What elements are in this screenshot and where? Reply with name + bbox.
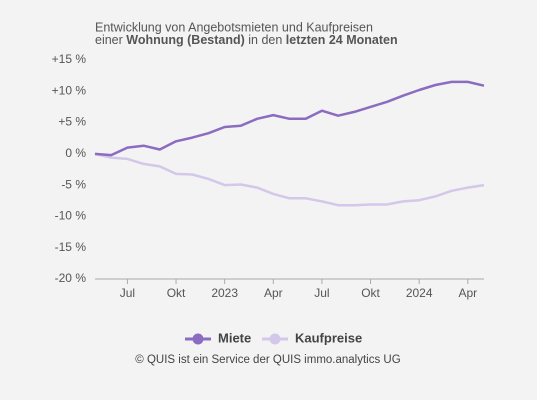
y-tick-label: 0 % [65,146,86,160]
chart-title: Entwicklung von Angebotsmieten und Kaufp… [95,20,373,34]
legend-marker [269,333,281,345]
legend-label: Kaufpreise [295,330,362,345]
line-series [94,80,485,157]
legend-label: Miete [218,330,251,345]
y-tick-label: -20 % [55,271,87,285]
x-tick-label: Jul [120,286,135,300]
x-tick-label: Jul [314,286,329,300]
legend-marker [192,333,204,345]
title-segment: in den [245,33,286,47]
x-tick-label: 2023 [211,286,238,300]
line-series [94,152,485,207]
title-segment: letzten 24 Monaten [286,33,398,47]
x-tick-label: Okt [361,286,380,300]
y-tick-label: -15 % [55,240,87,254]
x-tick-label: Apr [264,286,283,300]
x-tick-label: Apr [458,286,477,300]
x-tick-label: 2024 [406,286,433,300]
y-tick-label: +10 % [52,83,87,97]
y-tick-label: +15 % [52,52,87,66]
x-tick-label: Okt [167,286,186,300]
title-segment: Wohnung (Bestand) [126,33,245,47]
y-tick-label: -10 % [55,209,87,223]
source-note: © QUIS ist ein Service der QUIS immo.ana… [135,354,400,366]
y-tick-label: +5 % [58,115,86,129]
y-tick-label: -5 % [61,177,86,191]
title-segment: einer [95,33,126,47]
chart-subtitle: einer Wohnung (Bestand) in den letzten 2… [95,33,398,47]
